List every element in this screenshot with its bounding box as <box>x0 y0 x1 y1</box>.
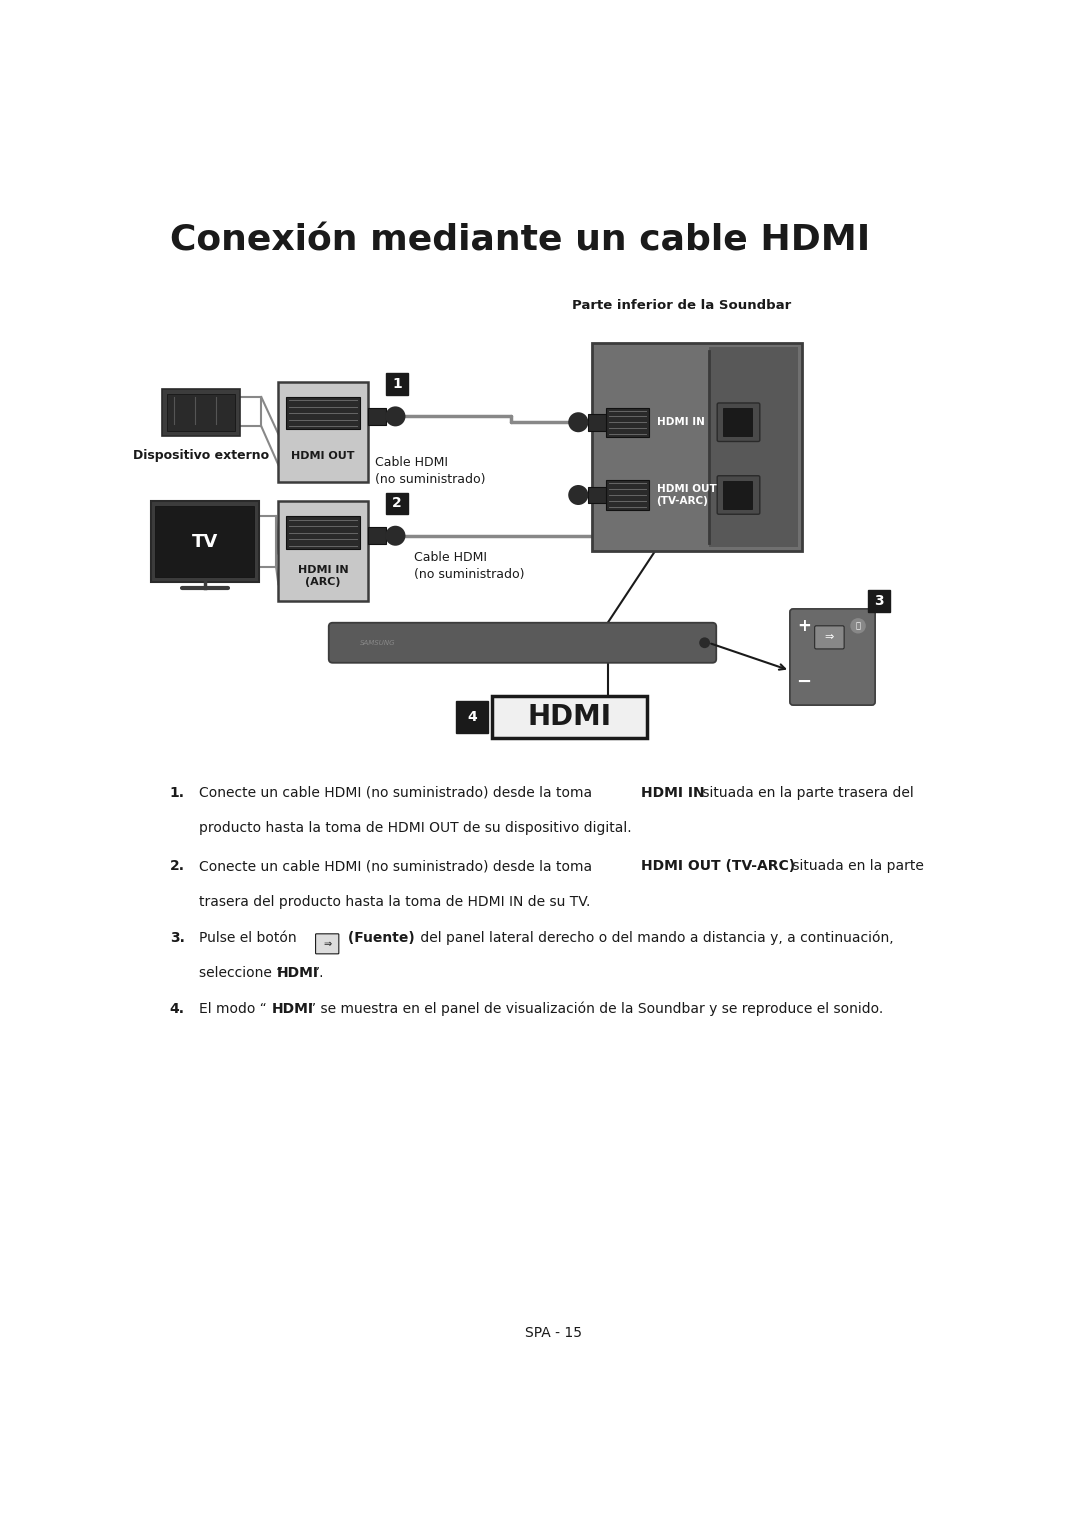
Bar <box>279 501 367 601</box>
Text: Conecte un cable HDMI (no suministrado) desde la toma: Conecte un cable HDMI (no suministrado) … <box>199 786 596 800</box>
Bar <box>868 590 890 611</box>
Bar <box>367 527 387 544</box>
Text: del panel lateral derecho o del mando a distancia y, a continuación,: del panel lateral derecho o del mando a … <box>416 931 893 945</box>
Bar <box>279 381 367 483</box>
Text: Cable HDMI
(no suministrado): Cable HDMI (no suministrado) <box>375 457 486 487</box>
Bar <box>710 348 798 547</box>
Text: HDMI OUT: HDMI OUT <box>292 452 354 461</box>
Text: HDMI: HDMI <box>527 703 611 731</box>
Text: trasera del producto hasta la toma de HDMI IN de su TV.: trasera del producto hasta la toma de HD… <box>199 895 590 908</box>
Text: HDMI IN: HDMI IN <box>642 786 705 800</box>
Text: ” se muestra en el panel de visualización de la Soundbar y se reproduce el sonid: ” se muestra en el panel de visualizació… <box>309 1002 882 1016</box>
Text: 4: 4 <box>468 709 477 725</box>
Text: seleccione “: seleccione “ <box>199 967 283 980</box>
Text: El modo “: El modo “ <box>199 1002 267 1016</box>
Circle shape <box>386 525 405 545</box>
Text: Conecte un cable HDMI (no suministrado) desde la toma: Conecte un cable HDMI (no suministrado) … <box>199 859 596 873</box>
Text: Conexión mediante un cable HDMI: Conexión mediante un cable HDMI <box>170 224 870 257</box>
Circle shape <box>568 486 589 506</box>
Text: situada en la parte: situada en la parte <box>787 859 923 873</box>
Circle shape <box>699 637 710 648</box>
Text: ”.: ”. <box>313 967 325 980</box>
Text: HDMI IN: HDMI IN <box>657 417 704 427</box>
Text: (Fuente): (Fuente) <box>342 931 415 945</box>
Text: 2.: 2. <box>170 859 185 873</box>
Bar <box>367 408 387 424</box>
Text: producto hasta la toma de HDMI OUT de su dispositivo digital.: producto hasta la toma de HDMI OUT de su… <box>199 821 631 835</box>
Bar <box>592 343 801 552</box>
Text: ⇒: ⇒ <box>825 633 834 642</box>
Bar <box>156 506 255 578</box>
Text: SPA - 15: SPA - 15 <box>525 1327 582 1340</box>
Text: 3.: 3. <box>170 931 185 945</box>
Bar <box>286 397 360 429</box>
Text: HDMI IN
(ARC): HDMI IN (ARC) <box>298 565 348 587</box>
Bar <box>491 696 647 738</box>
FancyBboxPatch shape <box>315 935 339 954</box>
Bar <box>588 414 606 430</box>
Circle shape <box>386 406 405 426</box>
Text: HDMI: HDMI <box>272 1002 314 1016</box>
Bar <box>150 501 259 582</box>
Bar <box>456 702 488 734</box>
Text: 4.: 4. <box>170 1002 185 1016</box>
Text: Pulse el botón: Pulse el botón <box>199 931 300 945</box>
Bar <box>286 516 360 548</box>
Bar <box>606 408 649 437</box>
Bar <box>723 409 752 437</box>
Text: 3: 3 <box>874 594 883 608</box>
FancyBboxPatch shape <box>717 403 760 441</box>
Text: 1: 1 <box>392 377 402 391</box>
FancyBboxPatch shape <box>814 625 845 650</box>
FancyBboxPatch shape <box>717 476 760 515</box>
Text: Dispositivo externo: Dispositivo externo <box>133 449 269 463</box>
Text: ⇒: ⇒ <box>323 939 332 948</box>
Text: ⏻: ⏻ <box>855 622 861 630</box>
Text: Parte inferior de la Soundbar: Parte inferior de la Soundbar <box>571 299 791 313</box>
Text: TV: TV <box>191 533 218 550</box>
Bar <box>723 481 752 509</box>
Bar <box>162 389 240 435</box>
Text: HDMI OUT (TV-ARC): HDMI OUT (TV-ARC) <box>642 859 795 873</box>
Text: HDMI: HDMI <box>276 967 319 980</box>
Text: 2: 2 <box>392 496 402 510</box>
Bar <box>606 481 649 510</box>
Text: HDMI OUT
(TV-ARC): HDMI OUT (TV-ARC) <box>657 484 716 506</box>
Text: Cable HDMI
(no suministrado): Cable HDMI (no suministrado) <box>414 552 525 581</box>
Bar <box>166 394 235 430</box>
Text: situada en la parte trasera del: situada en la parte trasera del <box>699 786 914 800</box>
Circle shape <box>568 412 589 432</box>
Bar <box>387 493 408 515</box>
Text: SAMSUNG: SAMSUNG <box>360 640 395 647</box>
Text: +: + <box>797 617 811 634</box>
Bar <box>588 487 606 504</box>
Circle shape <box>850 617 866 634</box>
Text: 1.: 1. <box>170 786 185 800</box>
Bar <box>387 374 408 395</box>
Text: −: − <box>796 673 811 691</box>
FancyBboxPatch shape <box>328 622 716 663</box>
FancyBboxPatch shape <box>789 608 875 705</box>
